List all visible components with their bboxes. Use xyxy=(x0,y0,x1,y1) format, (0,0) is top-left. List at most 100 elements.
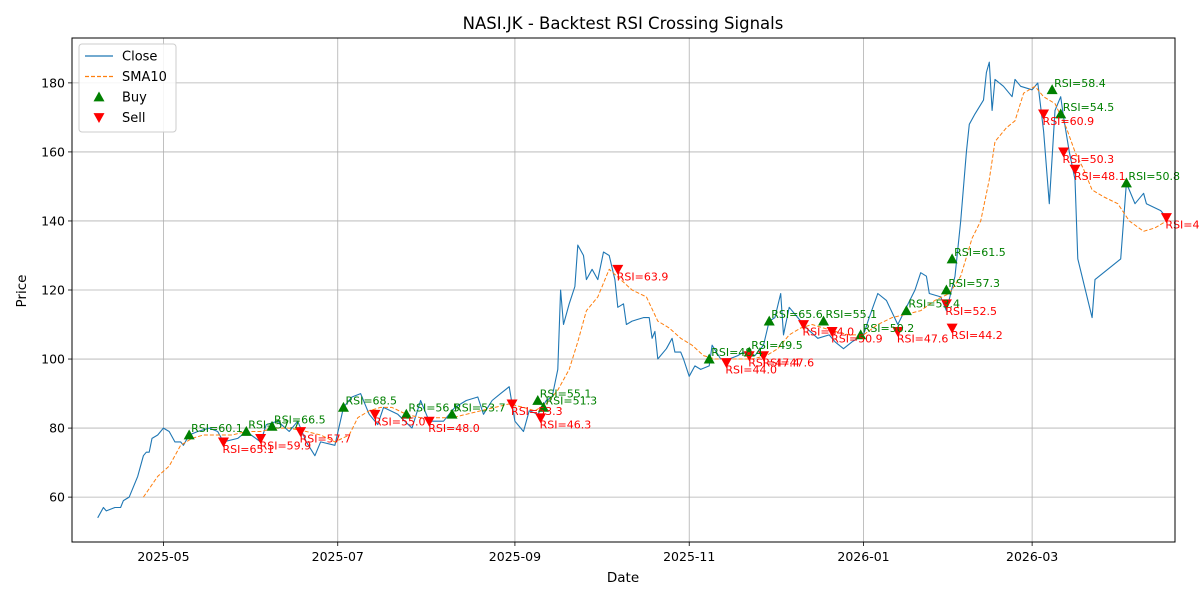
buy-signal-label: RSI=56.5 xyxy=(408,401,460,414)
x-tick-label: 2025-11 xyxy=(663,549,715,564)
y-tick-label: 120 xyxy=(41,283,65,298)
sell-marker xyxy=(255,434,267,444)
buy-marker xyxy=(940,284,952,295)
buy-signal-label: RSI=53.4 xyxy=(908,298,960,311)
buy-marker xyxy=(337,401,349,412)
sell-signal-label: RSI=44.2 xyxy=(951,329,1003,342)
y-tick-label: 140 xyxy=(41,213,65,228)
sell-marker xyxy=(946,323,958,334)
y-tick-label: 160 xyxy=(41,144,65,159)
buy-marker xyxy=(400,408,412,419)
buy-marker xyxy=(946,253,958,264)
x-tick-label: 2026-01 xyxy=(837,549,889,564)
buy-marker xyxy=(1120,177,1132,188)
buy-signal-label: RSI=57.3 xyxy=(948,277,1000,290)
buy-marker xyxy=(266,420,278,431)
sell-signal-label: RSI=57.7 xyxy=(300,433,352,446)
x-tick-label: 2025-09 xyxy=(489,549,541,564)
legend: Close SMA10 Buy Sell xyxy=(78,43,177,133)
sell-signal-label: RSI=59.9 xyxy=(260,439,312,452)
axis-ticks: 2025-05 2025-07 2025-09 2025-11 2026-01 2026-… xyxy=(41,75,1058,564)
sell-signal-label: RSI=63.9 xyxy=(617,270,669,283)
buy-marker xyxy=(183,429,195,440)
y-axis-label: Price xyxy=(14,275,30,308)
chart-title: NASI.JK - Backtest RSI Crossing Signals xyxy=(463,14,784,33)
buy-marker xyxy=(532,394,544,405)
sell-signal-label: RSI=52.5 xyxy=(945,305,997,318)
buy-signal-label: RSI=57.7 xyxy=(248,419,300,432)
sell-signal-label: RSI=46.3 xyxy=(540,419,592,432)
legend-swatch-buy xyxy=(93,91,105,102)
buy-marker xyxy=(855,329,867,340)
x-axis-label: Date xyxy=(607,570,639,586)
buy-signal-label: RSI=66.5 xyxy=(274,413,326,426)
buy-signal-label: RSI=53.7 xyxy=(454,401,506,414)
sell-signal-label: RSI=47.4 xyxy=(748,357,800,370)
y-tick-label: 60 xyxy=(49,490,65,505)
buy-signal-label: RSI=61.5 xyxy=(954,246,1006,259)
sell-marker xyxy=(295,427,307,438)
buy-signal-label: RSI=55.1 xyxy=(826,308,878,321)
buy-marker xyxy=(537,401,549,412)
y-tick-label: 80 xyxy=(49,421,65,436)
buy-marker xyxy=(900,305,912,316)
sell-marker xyxy=(612,264,624,275)
legend-label-close: Close xyxy=(122,50,157,65)
sell-marker xyxy=(1069,164,1081,175)
sell-signal-label: RSI=54.0 xyxy=(803,326,855,339)
sell-marker xyxy=(1058,147,1070,158)
y-tick-label: 100 xyxy=(41,352,65,367)
legend-box xyxy=(78,43,177,133)
sell-signal-label: RSI=65.1 xyxy=(222,443,274,456)
sell-marker xyxy=(369,409,381,420)
buy-marker xyxy=(703,353,715,364)
buy-marker xyxy=(240,426,252,436)
buy-signal-label: RSI=48.4 xyxy=(711,346,763,359)
buy-signal-label: RSI=51.3 xyxy=(545,394,597,407)
legend-label-sma10: SMA10 xyxy=(122,70,167,85)
buy-marker xyxy=(446,408,458,419)
buy-signal-label: RSI=65.6 xyxy=(771,308,823,321)
sell-signal-label: RSI=48.1 xyxy=(1074,170,1126,183)
x-tick-label: 2025-05 xyxy=(137,549,189,564)
sell-signal-label: RSI=53.3 xyxy=(511,405,563,418)
sell-marker xyxy=(1160,213,1172,224)
buy-signal-label: RSI=58.4 xyxy=(1054,77,1106,90)
sell-marker xyxy=(798,320,810,331)
sell-marker xyxy=(423,416,435,427)
signal-labels: RSI=60.1 RSI=57.7RSI=66.5RSI=68.5RSI=56.5… xyxy=(191,77,1200,456)
sell-signal-label: RSI=44.0 xyxy=(725,363,777,376)
y-tick-label: 180 xyxy=(41,75,65,90)
x-tick-label: 2026-03 xyxy=(1006,549,1058,564)
series-line-sma10 xyxy=(142,85,1167,498)
sell-marker xyxy=(1038,109,1050,120)
legend-label-buy: Buy xyxy=(122,91,147,106)
sell-signal-label: RSI=47.6 xyxy=(897,332,949,345)
buy-signal-label: RSI=50.8 xyxy=(1128,170,1180,183)
sell-signal-label: RSI=46.6 xyxy=(1165,219,1200,232)
buy-marker xyxy=(818,315,830,326)
sell-signal-label: RSI=47.6 xyxy=(763,357,815,370)
sell-marker xyxy=(892,327,904,337)
sell-marker xyxy=(217,437,229,448)
buy-signal-label: RSI=55.1 xyxy=(540,387,592,400)
sell-marker xyxy=(535,413,547,424)
sell-signal-label: RSI=55.0 xyxy=(374,415,426,428)
grid-lines xyxy=(72,38,1175,542)
sell-signal-label: RSI=60.9 xyxy=(1043,115,1095,128)
sell-marker xyxy=(506,399,518,410)
sell-marker xyxy=(720,358,732,368)
buy-signal-label: RSI=68.5 xyxy=(345,394,397,407)
buy-signal-label: RSI=49.5 xyxy=(751,339,803,352)
buy-marker xyxy=(763,315,775,326)
legend-swatch-sell xyxy=(93,113,105,123)
sell-marker xyxy=(743,351,755,362)
buy-marker xyxy=(1055,108,1067,119)
sell-marker xyxy=(826,327,838,337)
buy-signal-label: RSI=54.5 xyxy=(1063,101,1115,114)
x-tick-label: 2025-07 xyxy=(312,549,364,564)
buy-marker xyxy=(1046,84,1058,95)
signal-markers xyxy=(183,84,1172,448)
